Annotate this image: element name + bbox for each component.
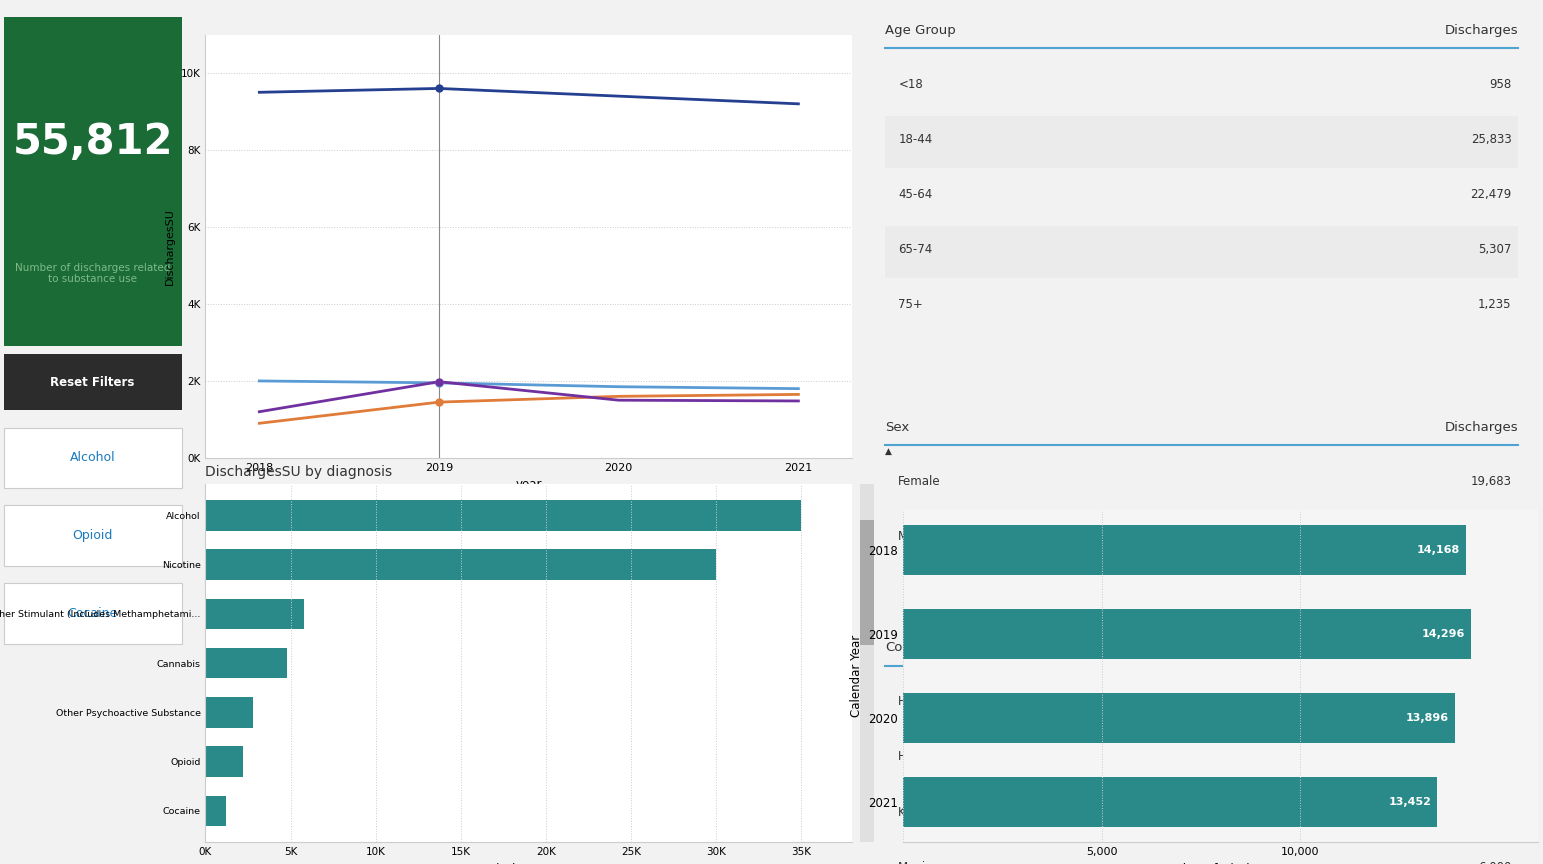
Bar (205, 796, 225, 826)
Text: 18-44: 18-44 (898, 133, 932, 146)
Bar (859, 484, 875, 842)
X-axis label: Number of Discharges: Number of Discharges (1156, 863, 1287, 864)
Text: 38,474: 38,474 (1470, 751, 1512, 764)
Text: 5,307: 5,307 (1478, 243, 1512, 256)
X-axis label: DischargesSU: DischargesSU (488, 863, 569, 864)
Bar (3, 583, 182, 644)
Text: Honolulu: Honolulu (898, 751, 950, 764)
Text: 3,526: 3,526 (1478, 805, 1512, 818)
Text: Discharges: Discharges (1444, 23, 1518, 36)
Bar (3, 428, 182, 488)
Text: Discharges: Discharges (1444, 421, 1518, 434)
Bar (3, 17, 182, 346)
Text: Discharges: Discharges (1444, 641, 1518, 654)
Bar (884, 734, 1518, 785)
Y-axis label: DischargesSU: DischargesSU (165, 208, 176, 284)
Text: County: County (884, 641, 932, 654)
Text: 13,452: 13,452 (1389, 797, 1432, 807)
Text: Alcohol: Alcohol (69, 451, 116, 465)
Bar (884, 226, 1518, 278)
Text: 22,479: 22,479 (1470, 188, 1512, 201)
Bar (205, 500, 801, 530)
Text: 19,683: 19,683 (1470, 474, 1512, 487)
Text: 13,896: 13,896 (1406, 713, 1449, 723)
Text: 6,000: 6,000 (1478, 861, 1512, 864)
Text: Kauai: Kauai (898, 805, 930, 818)
Bar (903, 777, 1437, 828)
Text: <18: <18 (898, 78, 923, 91)
Bar (903, 525, 1466, 575)
X-axis label: year: year (515, 479, 542, 492)
Text: Age Group: Age Group (884, 23, 955, 36)
Text: 14,296: 14,296 (1421, 629, 1464, 639)
Text: Male: Male (898, 530, 926, 543)
Text: Maui: Maui (898, 861, 926, 864)
Text: 36,126: 36,126 (1470, 530, 1512, 543)
Text: ▲: ▲ (884, 447, 892, 456)
Text: Number of discharges related
to substance use: Number of discharges related to substanc… (15, 263, 170, 284)
Text: DischargesSU by diagnosis: DischargesSU by diagnosis (205, 465, 392, 479)
Bar (205, 648, 287, 678)
Text: 958: 958 (1489, 78, 1512, 91)
Bar (884, 116, 1518, 168)
Y-axis label: Calendar Year: Calendar Year (850, 635, 863, 717)
Text: Opioid: Opioid (73, 529, 113, 543)
Text: 7,812: 7,812 (1478, 696, 1512, 708)
Text: 45-64: 45-64 (898, 188, 932, 201)
Text: Female: Female (898, 474, 941, 487)
Bar (205, 599, 304, 629)
Text: 75+: 75+ (898, 298, 923, 311)
Text: 55,812: 55,812 (12, 121, 173, 163)
Text: 14,168: 14,168 (1416, 545, 1460, 555)
Text: Cocaine: Cocaine (68, 607, 117, 620)
Bar (884, 512, 1518, 565)
Text: Hawaii: Hawaii (898, 696, 938, 708)
Bar (903, 609, 1470, 659)
Text: Reset Filters: Reset Filters (51, 376, 134, 389)
Bar (205, 550, 716, 580)
Bar (205, 746, 242, 777)
Text: 65-74: 65-74 (898, 243, 932, 256)
Bar (884, 843, 1518, 864)
Bar (205, 697, 253, 727)
Bar (3, 505, 182, 566)
Bar (859, 519, 875, 645)
Bar (3, 354, 182, 410)
Text: 25,833: 25,833 (1470, 133, 1512, 146)
Text: Sex: Sex (884, 421, 909, 434)
Bar (903, 693, 1455, 743)
Text: 1,235: 1,235 (1478, 298, 1512, 311)
